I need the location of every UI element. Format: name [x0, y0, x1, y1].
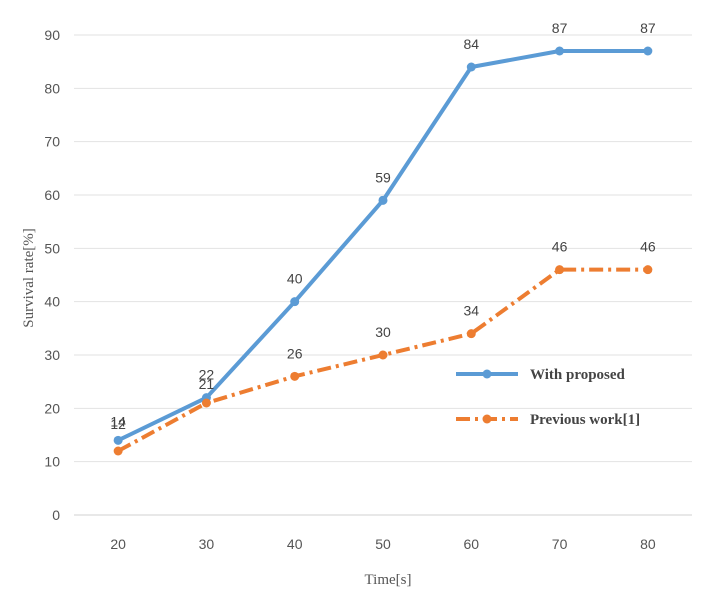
- legend-marker-previous-work: [482, 414, 492, 424]
- data-point-previous-work-1: [555, 265, 565, 275]
- y-tick-label: 80: [44, 80, 60, 96]
- data-point-with-proposed: [643, 46, 653, 56]
- data-point-with-proposed: [378, 195, 388, 205]
- y-tick-label: 90: [44, 27, 60, 43]
- x-tick-label: 20: [110, 536, 126, 552]
- y-tick-label: 60: [44, 187, 60, 203]
- y-tick-label: 10: [44, 454, 60, 470]
- data-point-previous-work-1: [466, 329, 476, 339]
- series-lines: [113, 46, 653, 456]
- legend-label-previous-work: Previous work[1]: [530, 412, 640, 428]
- data-point-with-proposed: [290, 297, 300, 307]
- data-labels: 14 22 40 59 84 87 87 12 21 26 30 34 46 46: [110, 20, 656, 432]
- data-label-with-proposed: 14: [110, 413, 126, 429]
- data-label-with-proposed: 40: [287, 271, 303, 287]
- x-tick-label: 60: [463, 536, 479, 552]
- y-tick-label: 50: [44, 240, 60, 256]
- data-label-with-proposed: 87: [640, 20, 656, 36]
- data-point-with-proposed: [113, 435, 123, 445]
- y-tick-label: 70: [44, 134, 60, 150]
- y-tick-label: 40: [44, 294, 60, 310]
- y-tick-label: 20: [44, 400, 60, 416]
- data-label-with-proposed: 22: [199, 367, 215, 383]
- data-label-with-proposed: 84: [463, 36, 479, 52]
- data-label-previous-work-1: 12: [110, 416, 126, 432]
- y-axis-title: Survival rate[%]: [21, 228, 37, 328]
- legend-label-with-proposed: With proposed: [530, 367, 626, 383]
- y-tick-label: 0: [52, 507, 60, 523]
- x-tick-label: 80: [640, 536, 656, 552]
- data-point-previous-work-1: [201, 398, 211, 408]
- y-tick-label: 30: [44, 347, 60, 363]
- x-axis-title: Time[s]: [365, 572, 412, 588]
- data-point-previous-work-1: [643, 265, 653, 275]
- data-label-previous-work-1: 21: [199, 376, 215, 392]
- data-point-with-proposed: [466, 62, 476, 72]
- data-label-previous-work-1: 30: [375, 324, 391, 340]
- legend: With proposed Previous work[1]: [456, 367, 640, 428]
- data-point-previous-work-1: [290, 371, 300, 381]
- data-point-previous-work-1: [378, 350, 388, 360]
- data-label-previous-work-1: 46: [640, 239, 656, 255]
- x-tick-label: 40: [287, 536, 303, 552]
- data-label-previous-work-1: 26: [287, 345, 303, 361]
- data-label-with-proposed: 87: [552, 20, 568, 36]
- data-point-with-proposed: [555, 46, 565, 56]
- x-tick-label: 70: [552, 536, 568, 552]
- y-axis-ticks: 0 10 20 30 40 50 60 70 80 90: [44, 27, 60, 523]
- data-point-previous-work-1: [113, 446, 123, 456]
- x-tick-label: 30: [199, 536, 215, 552]
- gridlines: [74, 34, 692, 516]
- legend-marker-with-proposed: [482, 369, 492, 379]
- x-axis-ticks: 20 30 40 50 60 70 80: [110, 536, 656, 552]
- data-label-previous-work-1: 34: [463, 303, 479, 319]
- data-label-previous-work-1: 46: [552, 239, 568, 255]
- data-label-with-proposed: 59: [375, 169, 391, 185]
- x-tick-label: 50: [375, 536, 391, 552]
